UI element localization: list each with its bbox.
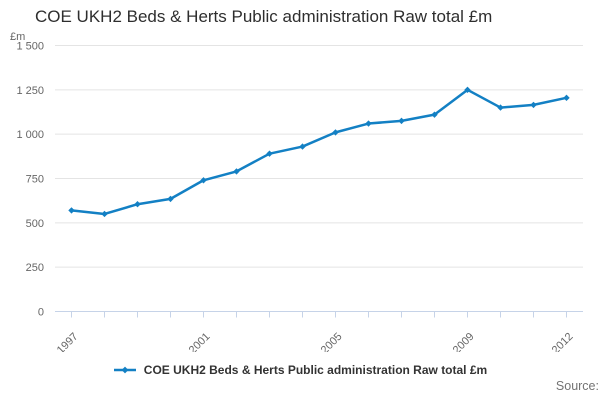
y-axis-tick-label: 0: [38, 307, 44, 319]
x-axis-tick-label: 2009: [451, 331, 477, 352]
data-point-marker[interactable]: [431, 111, 438, 118]
data-point-marker[interactable]: [233, 168, 240, 175]
y-axis-tick-label: 750: [26, 174, 44, 186]
series-line: [70, 88, 568, 216]
plot-area: 0 250 500 750 1 000 1 250 1 500£m 1997 2001 2005 2…: [10, 31, 583, 352]
data-point-marker[interactable]: [365, 120, 372, 127]
data-point-marker[interactable]: [530, 101, 537, 109]
source-label: Source:: [555, 379, 599, 393]
data-point-marker[interactable]: [101, 210, 108, 218]
x-axis-tick-label: 2005: [319, 331, 345, 352]
legend[interactable]: COE UKH2 Beds & Herts Public administrat…: [0, 363, 600, 377]
y-axis-tick-label: 250: [26, 262, 44, 274]
y-axis-unit-label: £m: [10, 31, 25, 43]
data-point-marker[interactable]: [464, 86, 471, 94]
y-axis-tick-label: 500: [26, 218, 44, 230]
x-axis-tick-label: 2012: [550, 331, 576, 352]
data-point-marker[interactable]: [134, 201, 141, 208]
legend-series-marker-icon: [113, 366, 136, 374]
data-point-marker[interactable]: [68, 207, 75, 214]
data-point-marker[interactable]: [398, 117, 405, 125]
data-point-marker[interactable]: [332, 129, 339, 136]
y-axis-tick-label: 1 000: [16, 129, 44, 141]
x-axis-tick-label: 1997: [55, 331, 81, 352]
data-point-marker[interactable]: [200, 177, 207, 184]
data-point-marker[interactable]: [563, 94, 570, 102]
data-point-marker[interactable]: [266, 150, 273, 157]
y-axis-tick-label: 1 500: [16, 41, 44, 53]
data-point-marker[interactable]: [299, 143, 306, 150]
legend-label: COE UKH2 Beds & Herts Public administrat…: [143, 363, 488, 377]
x-axis-tick-label: 2001: [187, 331, 213, 352]
chart-title: COE UKH2 Beds & Herts Public administrat…: [35, 7, 493, 26]
y-axis-tick-label: 1 250: [16, 85, 44, 97]
data-point-marker[interactable]: [167, 195, 174, 203]
data-point-marker[interactable]: [497, 104, 504, 111]
